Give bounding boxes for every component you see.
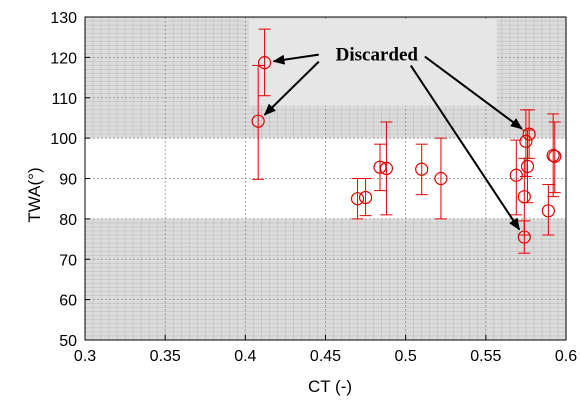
marker-circle xyxy=(548,149,562,163)
marker-circle xyxy=(519,134,533,148)
x-tick-label: 0.55 xyxy=(470,348,501,365)
data-point xyxy=(379,121,394,216)
x-tick-label: 0.6 xyxy=(555,348,577,365)
data-point xyxy=(434,137,448,220)
annotation: Discarded xyxy=(263,45,523,231)
annotation-arrow xyxy=(409,65,521,231)
annotation-box xyxy=(248,19,497,106)
data-point xyxy=(251,64,265,180)
marker-circle xyxy=(517,230,531,244)
marker-circle xyxy=(251,114,265,128)
data-point xyxy=(415,143,429,196)
y-tick-label: 120 xyxy=(50,50,77,67)
annotation-background xyxy=(248,19,497,106)
data-points xyxy=(251,28,562,254)
data-point xyxy=(358,178,373,217)
data-point xyxy=(548,121,562,194)
annotation-label: Discarded xyxy=(336,45,419,66)
marker-circle xyxy=(522,127,536,141)
y-tick-label: 80 xyxy=(59,212,77,229)
marker-circle xyxy=(520,159,535,173)
x-tick-label: 0.3 xyxy=(74,348,96,365)
x-tick-label: 0.35 xyxy=(150,348,181,365)
marker-circle xyxy=(257,56,272,70)
data-point xyxy=(520,129,535,204)
annotation-arrow xyxy=(263,60,320,116)
annotation-arrow xyxy=(272,53,319,65)
marker-circle xyxy=(379,161,394,176)
data-point xyxy=(522,109,536,159)
y-axis-label: TWA(°) xyxy=(25,167,44,222)
data-point xyxy=(517,220,531,254)
y-tick-label: 90 xyxy=(59,172,77,189)
y-tick-label: 130 xyxy=(50,10,77,27)
y-tick-label: 70 xyxy=(59,252,77,269)
marker-circle xyxy=(350,192,365,206)
axes xyxy=(84,16,567,341)
y-tick-label: 100 xyxy=(50,131,77,148)
y-tick-label: 110 xyxy=(51,91,77,108)
marker-circle xyxy=(509,168,523,182)
data-point xyxy=(541,184,555,236)
data-point xyxy=(350,178,365,220)
y-tick-label: 60 xyxy=(59,293,77,310)
data-point xyxy=(257,28,272,97)
y-tick-label: 50 xyxy=(59,333,77,350)
x-tick-label: 0.4 xyxy=(234,348,256,365)
marker-circle xyxy=(415,162,429,176)
x-tick-label: 0.5 xyxy=(395,348,417,365)
marker-circle xyxy=(358,190,373,205)
x-axis-label: CT (-) xyxy=(308,377,352,396)
annotation-arrow xyxy=(424,55,523,130)
tick-labels: 0.3 0.35 0.4 0.45 0.5 0.55 0.6 50 60 70 80 90 100 110… xyxy=(50,10,577,365)
marker-circle xyxy=(434,171,448,186)
x-tick-label: 0.45 xyxy=(310,348,341,365)
data-point xyxy=(519,109,533,177)
marker-circle xyxy=(541,204,555,218)
